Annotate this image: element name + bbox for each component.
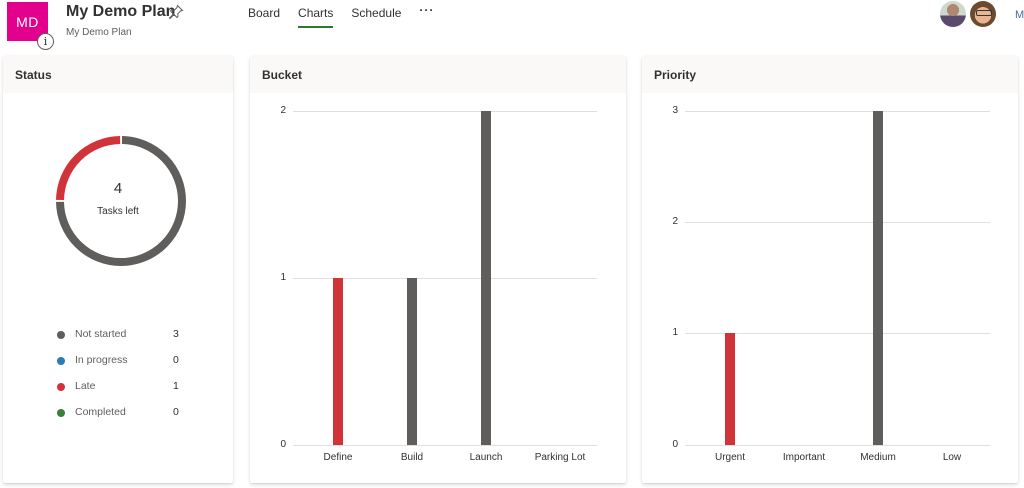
legend-label: Completed: [75, 406, 126, 418]
plan-header: MD i My Demo Plan My Demo Plan Board Cha…: [0, 0, 1024, 52]
priority-bar-chart: 3 2 1 0 Urgent Important Medium Low: [642, 56, 1018, 483]
bar-medium-not-started[interactable]: [873, 111, 883, 445]
legend-count: 1: [173, 380, 179, 392]
member-avatar[interactable]: [940, 1, 966, 27]
legend-item-completed[interactable]: Completed 0: [55, 406, 185, 432]
legend-dot-icon: [57, 357, 65, 365]
bar-define-late[interactable]: [333, 278, 343, 445]
legend-label: Not started: [75, 328, 127, 340]
bar-launch-not-started[interactable]: [481, 111, 491, 445]
gridline: [293, 111, 597, 112]
legend-item-not-started[interactable]: Not started 3: [55, 328, 185, 354]
x-category-label: Low: [942, 452, 962, 463]
members-link[interactable]: M: [1015, 9, 1024, 21]
legend-dot-icon: [57, 409, 65, 417]
tab-board[interactable]: Board: [248, 6, 281, 20]
more-options-button[interactable]: ···: [419, 3, 435, 17]
y-tick-label: 2: [280, 105, 286, 116]
plan-nav: Board Charts Schedule ···: [248, 3, 435, 28]
status-card: Status 4 Tasks left Not started 3 In pro…: [3, 56, 233, 483]
info-icon[interactable]: i: [37, 33, 54, 50]
legend-item-in-progress[interactable]: In progress 0: [55, 354, 185, 380]
bar-build-not-started[interactable]: [407, 278, 417, 445]
gridline: [685, 445, 990, 446]
x-category-label: Medium: [860, 452, 896, 463]
y-tick-label: 0: [280, 439, 286, 450]
bucket-bar-chart: 2 1 0 Define Build Launch Parking Lot: [250, 56, 626, 483]
donut-segment-not-started: [56, 136, 186, 266]
y-tick-label: 2: [672, 216, 678, 227]
y-tick-label: 1: [280, 272, 286, 283]
legend-label: In progress: [75, 354, 128, 366]
x-category-label: Build: [400, 452, 424, 463]
pin-icon[interactable]: [168, 4, 184, 20]
bucket-card: Bucket 2 1 0 Define Build Launch Parking…: [250, 56, 626, 483]
y-tick-label: 1: [672, 327, 678, 338]
legend-count: 0: [173, 406, 179, 418]
tasks-left-label: Tasks left: [97, 206, 139, 217]
plan-group-name[interactable]: My Demo Plan: [66, 27, 132, 38]
legend-dot-icon: [57, 331, 65, 339]
bucket-card-title: Bucket: [250, 56, 626, 93]
x-category-label: Launch: [469, 452, 503, 463]
gridline: [685, 333, 990, 334]
x-category-label: Define: [323, 452, 353, 463]
plan-initials: MD: [16, 13, 39, 30]
gridline: [685, 111, 990, 112]
tab-charts[interactable]: Charts: [298, 6, 334, 28]
legend-dot-icon: [57, 383, 65, 391]
legend-count: 0: [173, 354, 179, 366]
tasks-left-count: 4: [113, 180, 123, 197]
member-avatar[interactable]: [970, 1, 996, 27]
priority-card: Priority 3 2 1 0 Urgent Important Medium…: [642, 56, 1018, 483]
status-donut-chart[interactable]: [53, 133, 189, 269]
legend-count: 3: [173, 328, 179, 340]
gridline: [685, 222, 990, 223]
bar-urgent-late[interactable]: [725, 333, 735, 445]
gridline: [293, 278, 597, 279]
x-category-label: Important: [782, 452, 826, 463]
plan-avatar-tile[interactable]: MD: [7, 2, 48, 41]
x-category-label: Parking Lot: [534, 452, 586, 463]
legend-label: Late: [75, 380, 96, 392]
plan-title: My Demo Plan: [66, 3, 176, 20]
y-tick-label: 0: [672, 439, 678, 450]
tab-schedule[interactable]: Schedule: [351, 6, 402, 20]
legend-item-late[interactable]: Late 1: [55, 380, 185, 406]
gridline: [293, 445, 597, 446]
y-tick-label: 3: [672, 105, 678, 116]
status-card-title: Status: [3, 56, 233, 93]
status-legend: Not started 3 In progress 0 Late 1 Compl…: [55, 328, 185, 432]
x-category-label: Urgent: [714, 452, 745, 463]
priority-card-title: Priority: [642, 56, 1018, 93]
